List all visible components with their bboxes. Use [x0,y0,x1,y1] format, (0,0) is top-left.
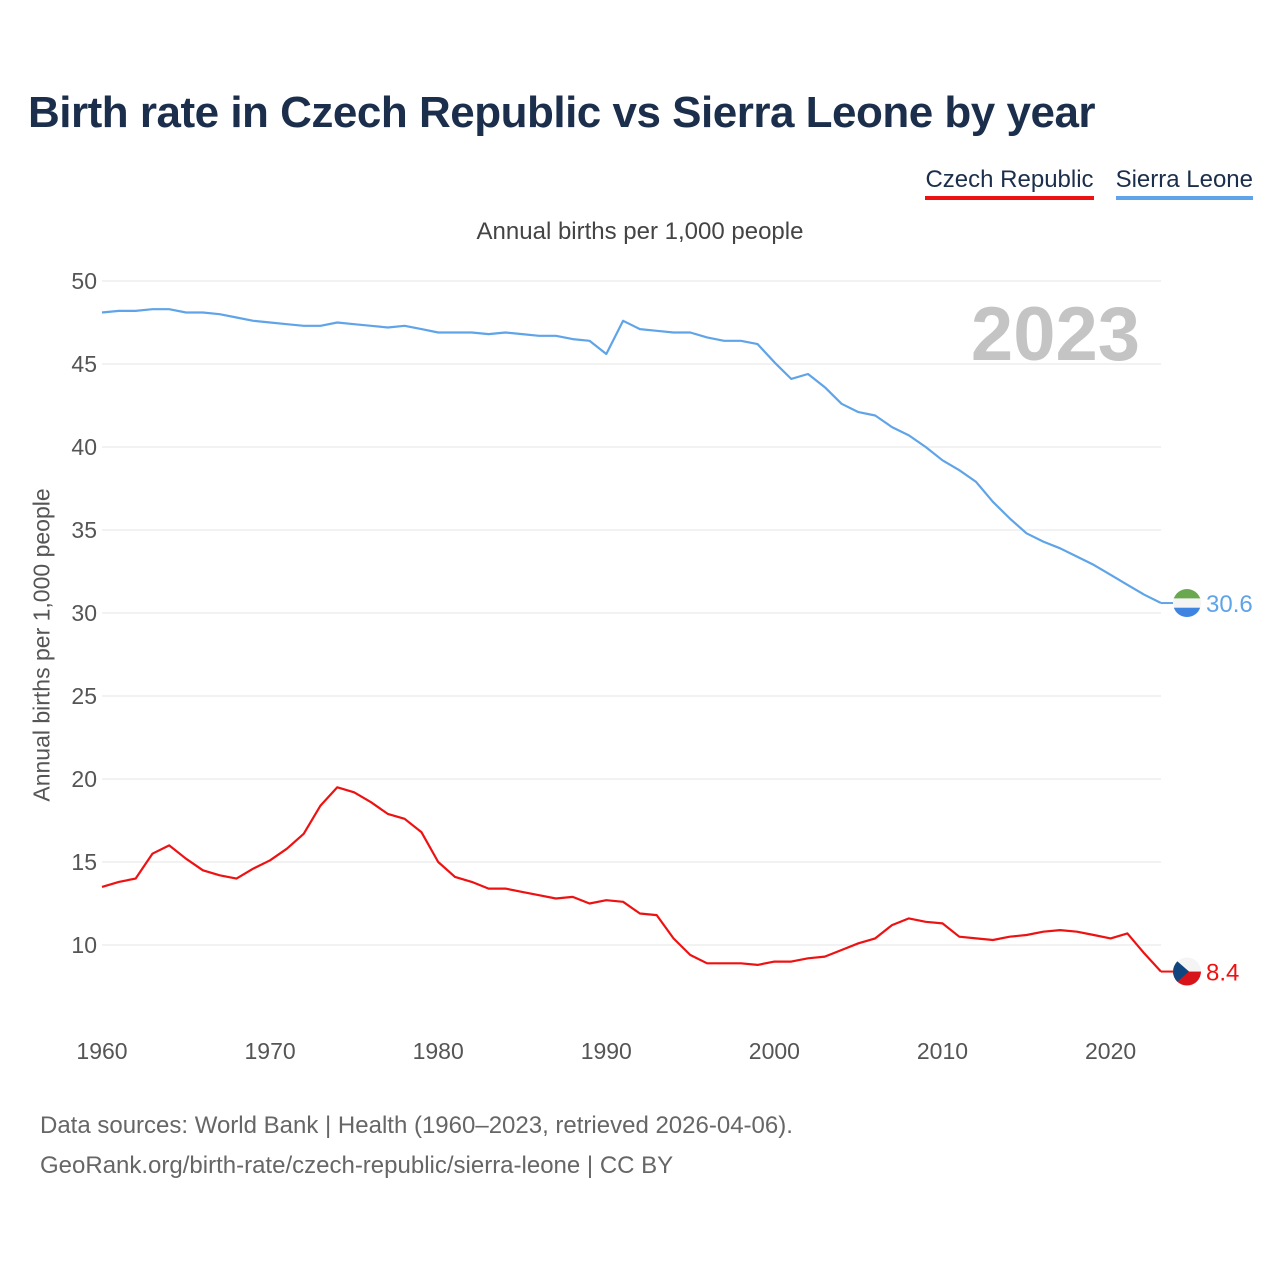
legend-item-czech-republic[interactable]: Czech Republic [925,166,1094,200]
x-tick-1970: 1970 [245,1038,296,1064]
series-line-czech-republic [101,786,1162,973]
chart-subtitle: Annual births per 1,000 people [476,218,804,245]
end-label-czech-republic: 8.4 [1206,960,1239,987]
y-tick-30: 30 [71,600,97,626]
x-tick-2000: 2000 [749,1038,800,1064]
legend-item-sierra-leone[interactable]: Sierra Leone [1115,166,1253,200]
y-tick-45: 45 [71,351,97,377]
watermark-year: 2023 [971,292,1140,377]
end-label-sierra-leone: 30.6 [1206,591,1253,618]
sierra-leone-flag-icon [1173,589,1201,618]
y-tick-10: 10 [71,932,97,958]
series-line-sierra-leone [101,308,1162,604]
y-tick-35: 35 [71,517,97,543]
y-tick-50: 50 [71,268,97,294]
x-tick-2010: 2010 [917,1038,968,1064]
x-tick-1990: 1990 [581,1038,632,1064]
source-line-1: Data sources: World Bank | Health (1960–… [40,1112,793,1139]
chart-title: Birth rate in Czech Republic vs Sierra L… [28,88,1096,137]
x-tick-2020: 2020 [1085,1038,1136,1064]
y-tick-25: 25 [71,683,97,709]
y-axis-label: Annual births per 1,000 people [28,488,55,802]
y-tick-15: 15 [71,849,97,875]
legend: Czech Republic Sierra Leone [925,166,1253,200]
czech-republic-flag-icon [1173,957,1201,986]
x-tick-1980: 1980 [413,1038,464,1064]
y-tick-20: 20 [71,766,97,792]
x-tick-1960: 1960 [76,1038,127,1064]
y-tick-40: 40 [71,434,97,460]
source-note: Data sources: World Bank | Health (1960–… [40,1106,793,1186]
source-line-2[interactable]: GeoRank.org/birth-rate/czech-republic/si… [40,1152,674,1179]
